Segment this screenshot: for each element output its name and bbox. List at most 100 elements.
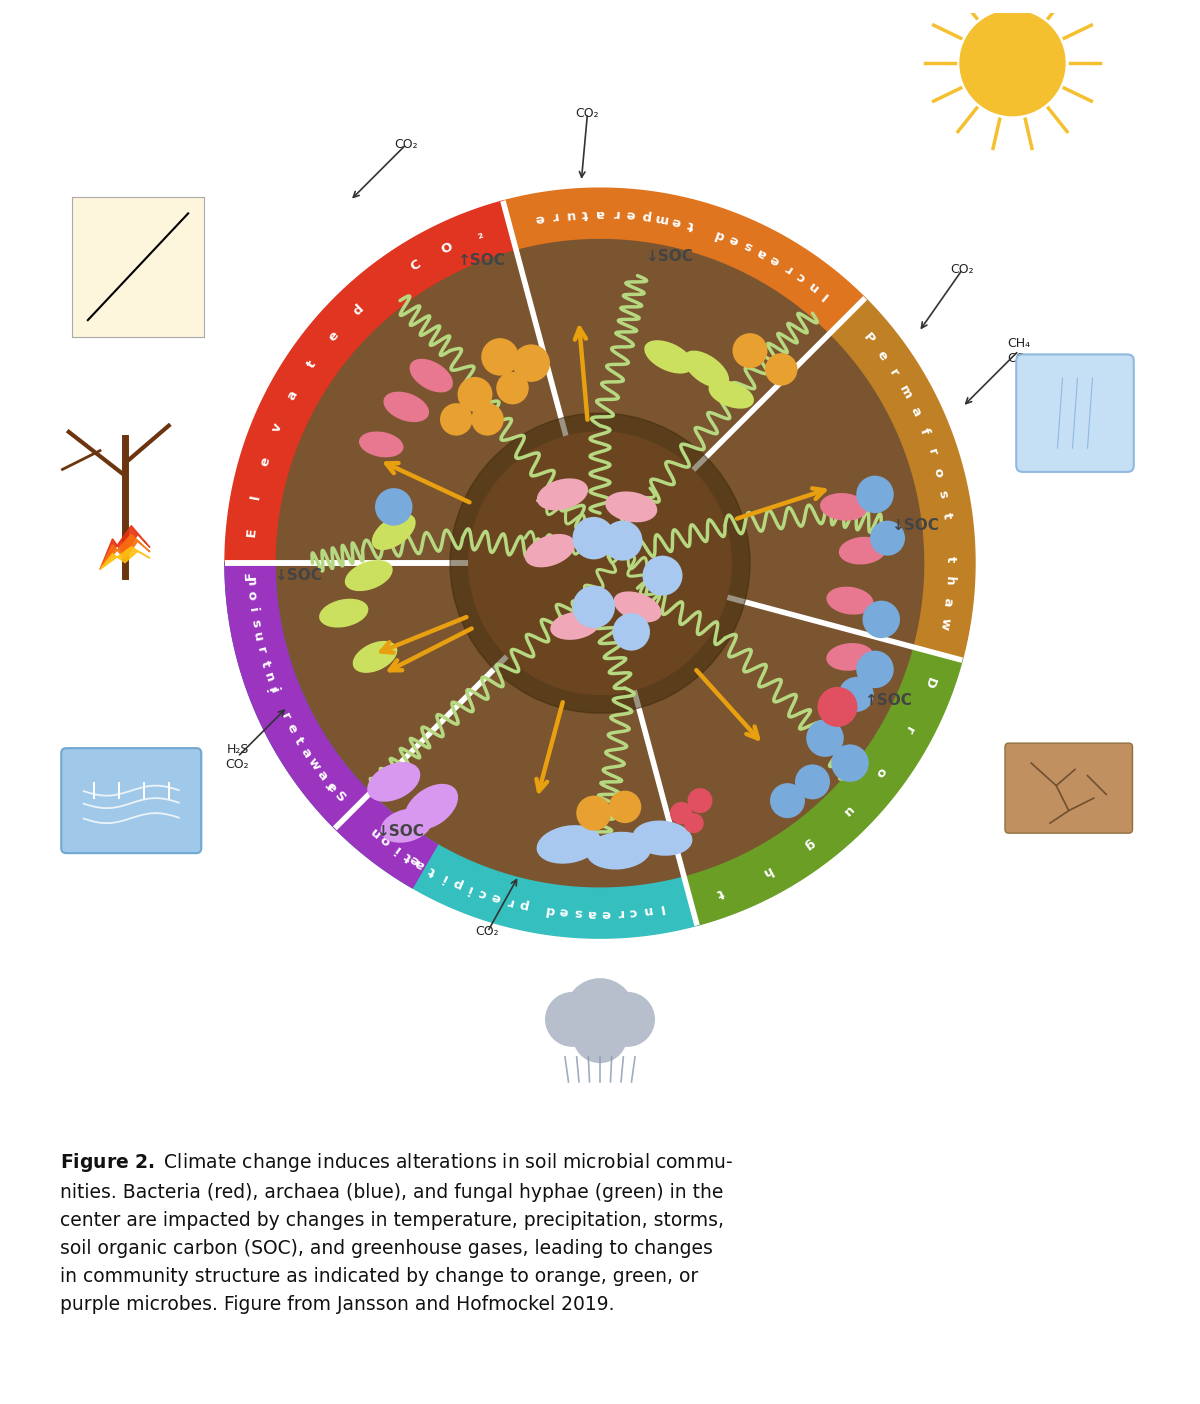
Text: e: e [670,215,682,229]
Text: l: l [250,493,263,500]
Text: i: i [268,687,281,695]
Text: i: i [246,607,260,612]
Text: s: s [248,618,263,628]
Text: d: d [713,226,726,241]
Text: c: c [793,268,808,284]
Polygon shape [335,793,697,938]
Circle shape [806,719,844,757]
Text: e: e [407,852,421,868]
Text: t: t [943,556,956,562]
Text: ↓SOC: ↓SOC [644,250,692,264]
Text: r: r [612,206,619,220]
Circle shape [469,432,731,695]
Text: d: d [350,302,366,317]
Polygon shape [226,563,438,887]
Text: w: w [305,755,323,774]
Ellipse shape [683,351,730,388]
Polygon shape [684,647,962,925]
Text: d: d [545,903,556,917]
Text: a: a [755,244,769,261]
Text: ↓SOC: ↓SOC [274,569,322,583]
Text: ↑SOC: ↑SOC [457,253,505,268]
Ellipse shape [632,820,692,856]
Text: n: n [642,903,653,917]
Circle shape [512,344,550,382]
Text: s: s [574,906,582,920]
Polygon shape [100,548,150,570]
Circle shape [572,585,616,628]
Circle shape [600,991,655,1047]
Circle shape [832,744,869,782]
Circle shape [457,376,492,411]
Text: E: E [245,528,258,538]
Text: CO₂: CO₂ [395,138,418,150]
Text: w: w [937,616,952,630]
Text: ↑SOC: ↑SOC [864,694,912,708]
Text: m: m [896,383,914,402]
Ellipse shape [372,514,415,550]
Ellipse shape [409,359,452,393]
Text: n: n [262,671,277,684]
Text: r: r [901,723,916,736]
Text: s: s [936,489,950,498]
Text: r: r [781,261,794,275]
Text: a: a [587,907,596,920]
Circle shape [440,403,473,435]
Ellipse shape [605,491,658,522]
Text: a: a [413,855,427,872]
Text: u: u [840,803,856,819]
Ellipse shape [536,826,601,863]
Text: n: n [367,823,383,840]
Text: r: r [322,778,336,792]
Text: ↓SOC: ↓SOC [892,518,938,534]
Ellipse shape [536,479,588,511]
Circle shape [275,239,925,889]
Text: n: n [805,278,821,293]
Text: e: e [258,456,272,468]
Ellipse shape [827,587,874,615]
Ellipse shape [820,493,868,521]
Circle shape [857,476,894,512]
Circle shape [857,650,894,688]
FancyBboxPatch shape [1006,743,1133,833]
Text: e: e [490,890,503,906]
Text: O: O [439,240,455,257]
Polygon shape [226,201,516,563]
Circle shape [545,991,600,1047]
Text: I: I [818,288,832,302]
Text: e: e [601,907,610,920]
Circle shape [374,489,413,525]
Text: e: e [326,329,342,344]
Circle shape [565,979,635,1049]
Text: CO₂: CO₂ [576,107,599,119]
Text: P: P [860,330,876,345]
Circle shape [863,601,900,639]
Text: e: e [727,232,740,247]
Text: a: a [941,597,955,608]
Text: ↓SOC: ↓SOC [376,824,424,840]
Circle shape [497,372,529,404]
Circle shape [481,338,518,376]
Polygon shape [100,525,150,570]
Text: o: o [930,466,946,479]
Polygon shape [100,535,150,570]
Text: t: t [305,358,319,371]
Text: t: t [402,849,415,863]
Text: a: a [298,746,313,760]
Circle shape [684,813,703,833]
Circle shape [870,521,905,556]
Text: h: h [758,863,773,879]
Text: t: t [714,885,725,899]
Text: r: r [254,646,269,656]
Text: F: F [244,570,257,580]
Text: p: p [450,875,464,890]
Ellipse shape [384,392,430,423]
Text: r: r [278,710,293,722]
Text: r: r [924,446,938,456]
Text: v: v [270,421,284,434]
Ellipse shape [551,611,600,640]
Text: I: I [658,901,665,914]
Text: t: t [940,511,954,519]
Text: i: i [265,682,280,691]
Ellipse shape [708,380,754,409]
